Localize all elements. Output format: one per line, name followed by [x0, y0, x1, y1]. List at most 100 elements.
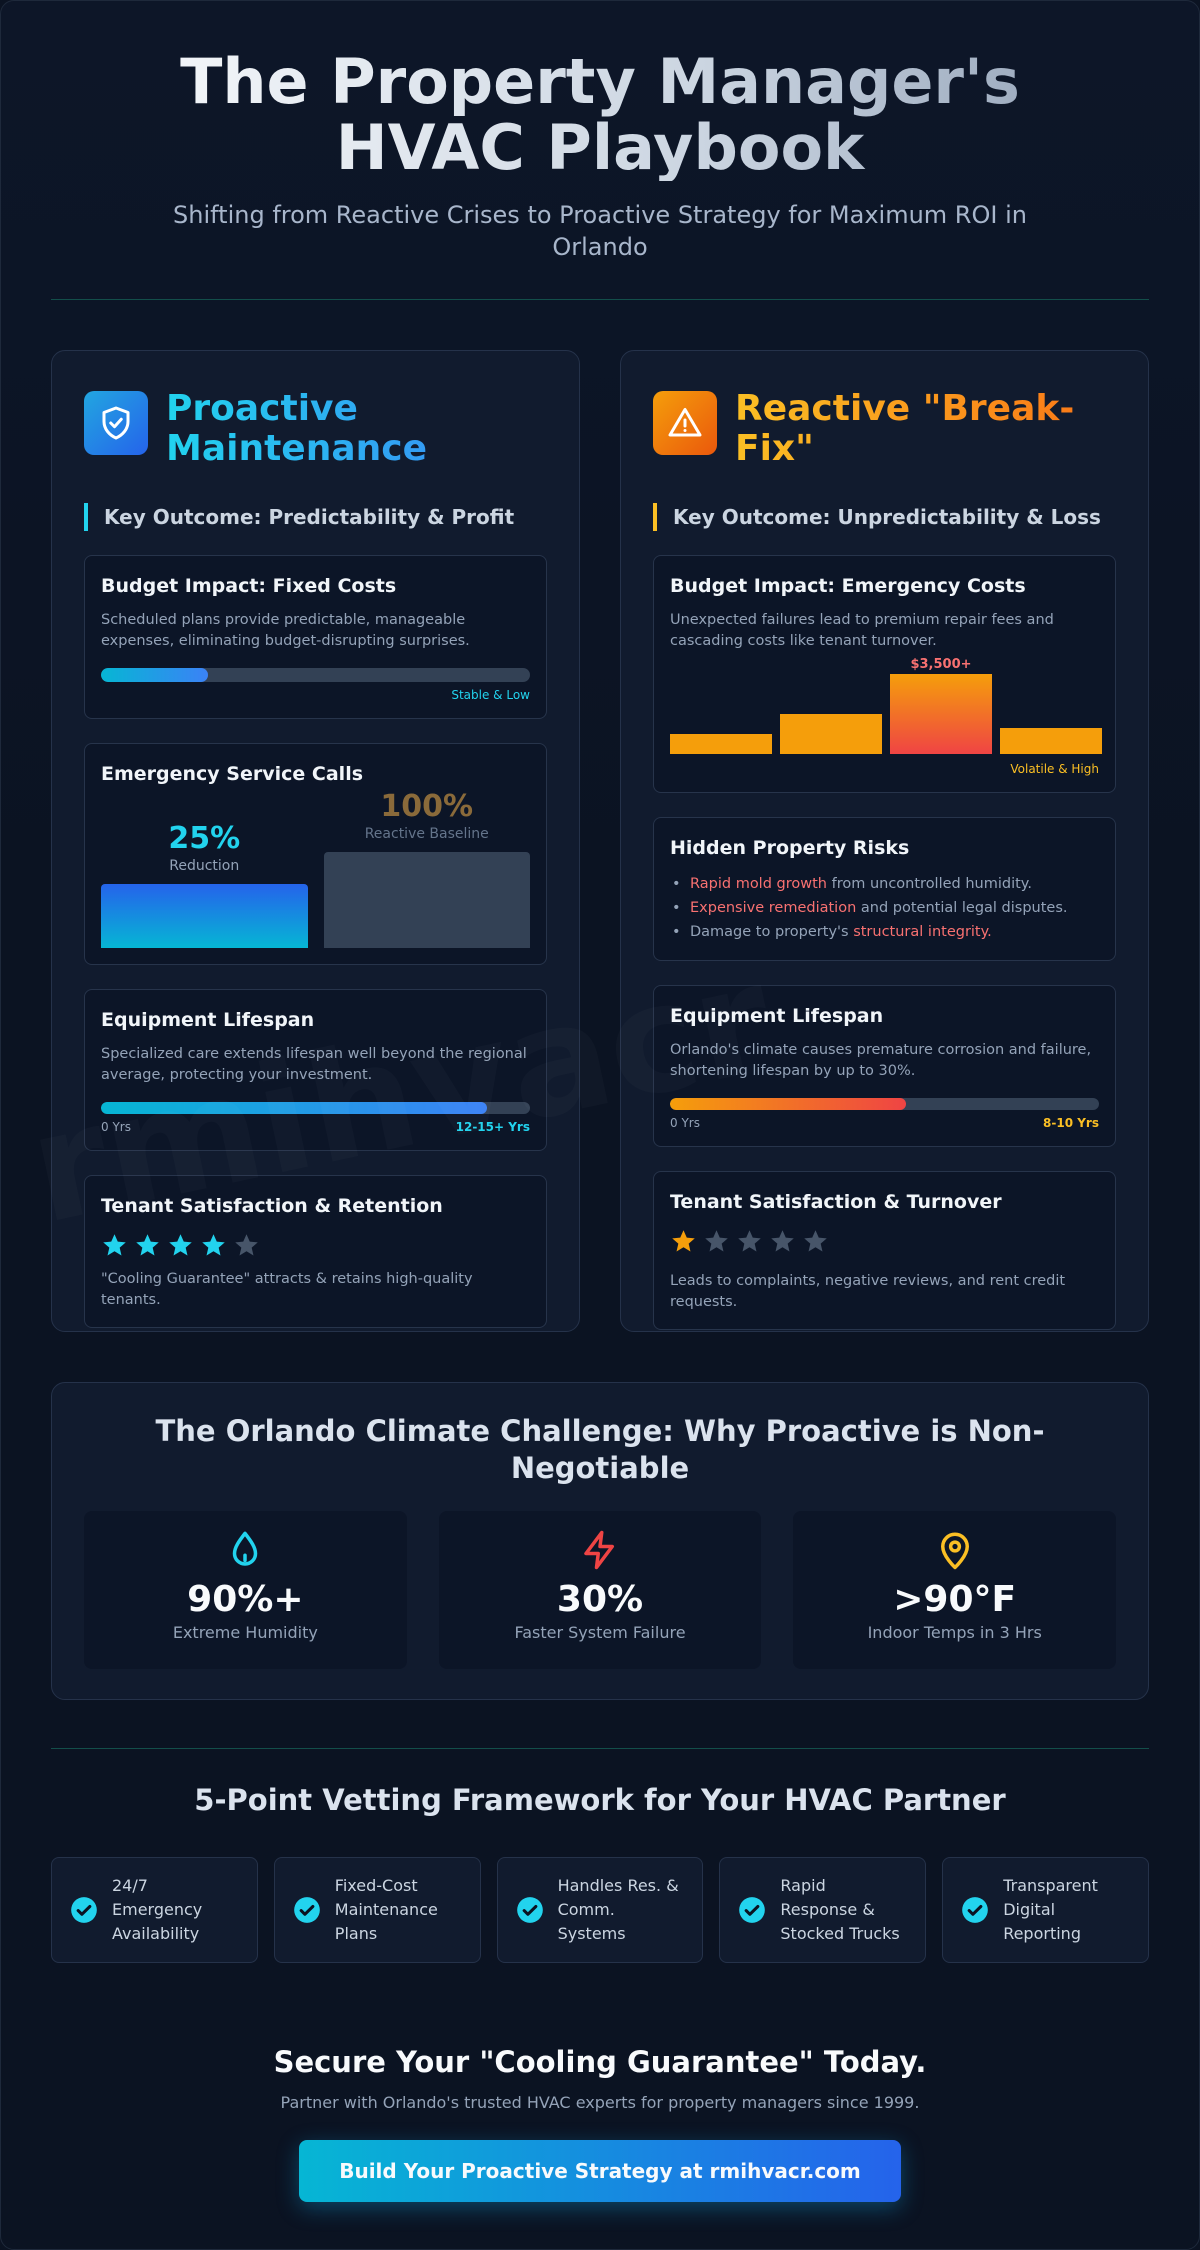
risk-list: Rapid mold growth from uncontrolled humi…	[670, 872, 1099, 944]
stat-humidity: 90%+ Extreme Humidity	[84, 1511, 407, 1669]
budget-bar	[101, 668, 530, 682]
scale-end: 12-15+ Yrs	[455, 1120, 530, 1134]
vetting-item: Transparent Digital Reporting	[942, 1857, 1149, 1963]
climate-stats: 90%+ Extreme Humidity 30% Faster System …	[84, 1511, 1117, 1669]
card-title: Budget Impact: Emergency Costs	[670, 575, 1026, 597]
page-subtitle: Shifting from Reactive Crises to Proacti…	[173, 201, 1027, 261]
stat-failure: 30% Faster System Failure	[438, 1511, 762, 1669]
card-text: Leads to complaints, negative reviews, a…	[670, 1273, 1066, 1310]
card-title: Tenant Satisfaction & Retention	[101, 1195, 443, 1217]
scale-start: 0 Yrs	[101, 1120, 131, 1134]
vetting-list: 24/7 Emergency Availability Fixed-Cost M…	[51, 1857, 1149, 1963]
reactive-lifespan-card: Equipment Lifespan Orlando's climate cau…	[653, 985, 1116, 1147]
baseline-value: 100%	[380, 789, 474, 824]
droplet-icon	[233, 1531, 258, 1566]
check-circle-icon	[293, 1897, 320, 1923]
vetting-item: Handles Res. & Comm. Systems	[496, 1857, 704, 1963]
baseline-bar	[323, 852, 530, 948]
proactive-outcome: Key Outcome: Predictability & Profit	[84, 503, 547, 531]
cta-button[interactable]: Build Your Proactive Strategy at rmihvac…	[299, 2140, 901, 2202]
card-title: Tenant Satisfaction & Turnover	[670, 1191, 1002, 1213]
card-title: Hidden Property Risks	[670, 837, 910, 859]
card-text: Specialized care extends lifespan well b…	[101, 1046, 527, 1083]
comparison-columns: Proactive Maintenance Key Outcome: Predi…	[1, 300, 1199, 1332]
spike-label: $3,500+	[910, 657, 972, 672]
lifespan-bar-fill	[101, 1102, 488, 1114]
risk-highlight: structural integrity.	[853, 924, 992, 940]
reactive-column: Reactive "Break-Fix" Key Outcome: Unpred…	[620, 350, 1149, 1332]
star-empty-icon	[235, 1234, 258, 1256]
card-text: Unexpected failures lead to premium repa…	[670, 612, 1054, 649]
cost-bar	[670, 734, 772, 754]
reactive-outcome: Key Outcome: Unpredictability & Loss	[653, 503, 1116, 531]
divider	[51, 1748, 1149, 1749]
vetting-label: Fixed-Cost Maintenance Plans	[334, 1876, 438, 1943]
proactive-calls-card: Emergency Service Calls 25% Reduction 10…	[84, 743, 547, 965]
lifespan-bar	[101, 1102, 530, 1114]
reduction-label: Reduction	[169, 858, 240, 874]
vetting-title: 5-Point Vetting Framework for Your HVAC …	[194, 1783, 1006, 1817]
cta-title: Secure Your "Cooling Guarantee" Today.	[273, 2045, 927, 2079]
proactive-header: Proactive Maintenance	[84, 389, 547, 469]
lifespan-scale: 0 Yrs 12-15+ Yrs	[101, 1120, 530, 1134]
stat-label: Indoor Temps in 3 Hrs	[867, 1623, 1042, 1642]
calls-comparison: 25% Reduction 100% Reactive Baseline	[101, 790, 530, 948]
reduction-column: 25% Reduction	[101, 822, 308, 948]
proactive-tenant-card: Tenant Satisfaction & Retention "Cooling…	[84, 1175, 547, 1328]
reduction-value: 25%	[168, 821, 241, 856]
star-rating	[670, 1228, 1099, 1255]
cost-bar	[1000, 727, 1102, 754]
star-filled-icon	[672, 1230, 695, 1252]
proactive-title: Proactive Maintenance	[166, 389, 547, 469]
reduction-bar	[101, 884, 308, 948]
reactive-title: Reactive "Break-Fix"	[735, 389, 1116, 469]
risk-highlight: Expensive remediation	[690, 900, 857, 916]
star-filled-icon	[136, 1234, 159, 1256]
baseline-column: 100% Reactive Baseline	[323, 789, 530, 948]
card-title: Equipment Lifespan	[670, 1005, 884, 1027]
stat-temperature: >90°F Indoor Temps in 3 Hrs	[793, 1511, 1117, 1669]
reactive-risks-card: Hidden Property Risks Rapid mold growth …	[653, 817, 1116, 961]
risk-item: Rapid mold growth from uncontrolled humi…	[670, 872, 1099, 896]
card-title: Emergency Service Calls	[101, 763, 364, 785]
lifespan-bar	[670, 1098, 1099, 1110]
proactive-lifespan-card: Equipment Lifespan Specialized care exte…	[84, 989, 547, 1151]
lifespan-bar-fill	[670, 1098, 906, 1110]
emergency-cost-bars: $3,500+	[670, 657, 1102, 754]
risk-text: and potential legal disputes.	[856, 900, 1068, 916]
card-text: "Cooling Guarantee" attracts & retains h…	[101, 1271, 473, 1308]
check-circle-icon	[962, 1897, 989, 1923]
star-filled-icon	[202, 1234, 225, 1256]
warning-triangle-icon	[653, 391, 717, 455]
reactive-budget-card: Budget Impact: Emergency Costs Unexpecte…	[653, 555, 1116, 793]
vetting-label: Transparent Digital Reporting	[1003, 1876, 1098, 1943]
star-filled-icon	[103, 1234, 126, 1256]
cta-section: Secure Your "Cooling Guarantee" Today. P…	[1, 2045, 1199, 2202]
risk-text: Damage to property's	[690, 924, 854, 940]
shield-check-icon	[84, 391, 148, 455]
proactive-budget-card: Budget Impact: Fixed Costs Scheduled pla…	[84, 555, 547, 719]
scale-end: 8-10 Yrs	[1043, 1116, 1099, 1130]
map-pin-icon	[940, 1532, 969, 1570]
budget-bar-fill	[101, 668, 209, 682]
vetting-item: Fixed-Cost Maintenance Plans	[273, 1857, 481, 1963]
star-rating	[101, 1232, 530, 1259]
climate-section: The Orlando Climate Challenge: Why Proac…	[51, 1382, 1149, 1700]
header: The Property Manager's HVAC Playbook Shi…	[1, 1, 1199, 263]
cost-bar	[780, 714, 882, 754]
cta-subtitle: Partner with Orlando's trusted HVAC expe…	[280, 2093, 920, 2112]
star-empty-icon	[738, 1230, 761, 1252]
lifespan-scale: 0 Yrs 8-10 Yrs	[670, 1116, 1099, 1130]
spike-bar	[890, 674, 992, 754]
reactive-header: Reactive "Break-Fix"	[653, 389, 1116, 469]
vetting-item: Rapid Response & Stocked Trucks	[719, 1857, 927, 1963]
proactive-column: Proactive Maintenance Key Outcome: Predi…	[51, 350, 580, 1332]
stat-value: >90°F	[893, 1579, 1017, 1620]
stat-value: 30%	[556, 1579, 644, 1620]
check-circle-icon	[739, 1897, 766, 1923]
check-circle-icon	[71, 1897, 97, 1923]
baseline-label: Reactive Baseline	[364, 826, 489, 842]
card-title: Equipment Lifespan	[101, 1009, 315, 1031]
stat-value: 90%+	[187, 1579, 304, 1620]
